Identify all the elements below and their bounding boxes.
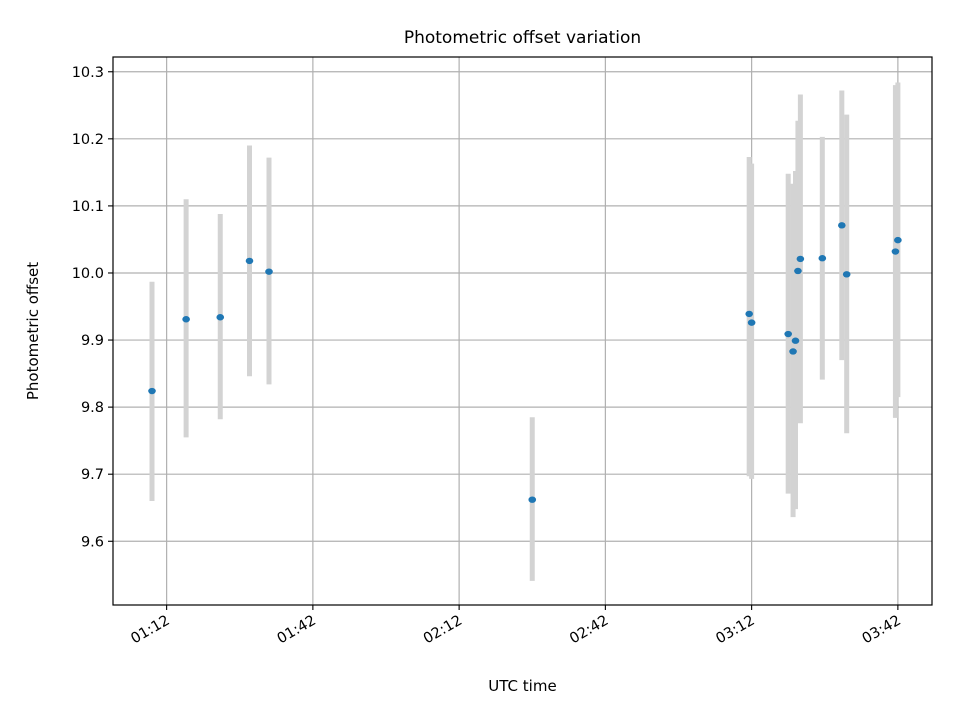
y-tick-label: 10.2 [72, 132, 104, 148]
data-point [818, 255, 827, 262]
data-point [891, 248, 900, 255]
data-point [182, 316, 190, 323]
grid-lines [113, 57, 932, 605]
chart-title: Photometric offset variation [404, 28, 641, 48]
y-tick-label: 9.6 [81, 534, 104, 550]
data-point [148, 387, 156, 395]
data-point [894, 236, 902, 244]
y-axis-label: Photometric offset [24, 262, 42, 400]
x-tick-label: 01:42 [275, 613, 319, 648]
y-tick-label: 9.8 [81, 400, 104, 416]
data-point [796, 255, 805, 263]
y-tick-label: 10.0 [72, 266, 104, 282]
data-point [794, 267, 802, 275]
plot-frame [112, 56, 933, 606]
data-point [528, 496, 537, 503]
data-point [747, 319, 756, 326]
y-tick-label: 9.9 [81, 333, 104, 349]
data-point [265, 268, 273, 275]
data-point [745, 310, 753, 318]
data-point [842, 271, 851, 278]
y-tick-label: 10.3 [72, 65, 104, 81]
x-tick-label: 01:12 [128, 613, 172, 648]
y-tick-label: 9.7 [81, 467, 104, 483]
data-points [148, 222, 902, 503]
x-axis-ticks: 01:12 01:42 02:12 02:42 03:12 03:42 [128, 605, 904, 648]
x-tick-label: 03:42 [860, 613, 904, 648]
data-point [784, 330, 792, 338]
x-tick-label: 02:42 [567, 613, 611, 648]
x-tick-label: 03:12 [713, 613, 757, 648]
data-point [245, 257, 254, 265]
data-point [791, 337, 800, 344]
data-point [216, 314, 225, 321]
data-point [838, 222, 846, 229]
y-tick-label: 10.1 [72, 199, 104, 215]
x-axis-label: UTC time [488, 677, 556, 695]
y-axis-ticks: 9.6 9.7 9.8 9.9 10.0 10.1 10.2 10.3 [72, 65, 113, 550]
x-tick-label: 02:12 [421, 613, 465, 648]
data-point [789, 348, 797, 355]
